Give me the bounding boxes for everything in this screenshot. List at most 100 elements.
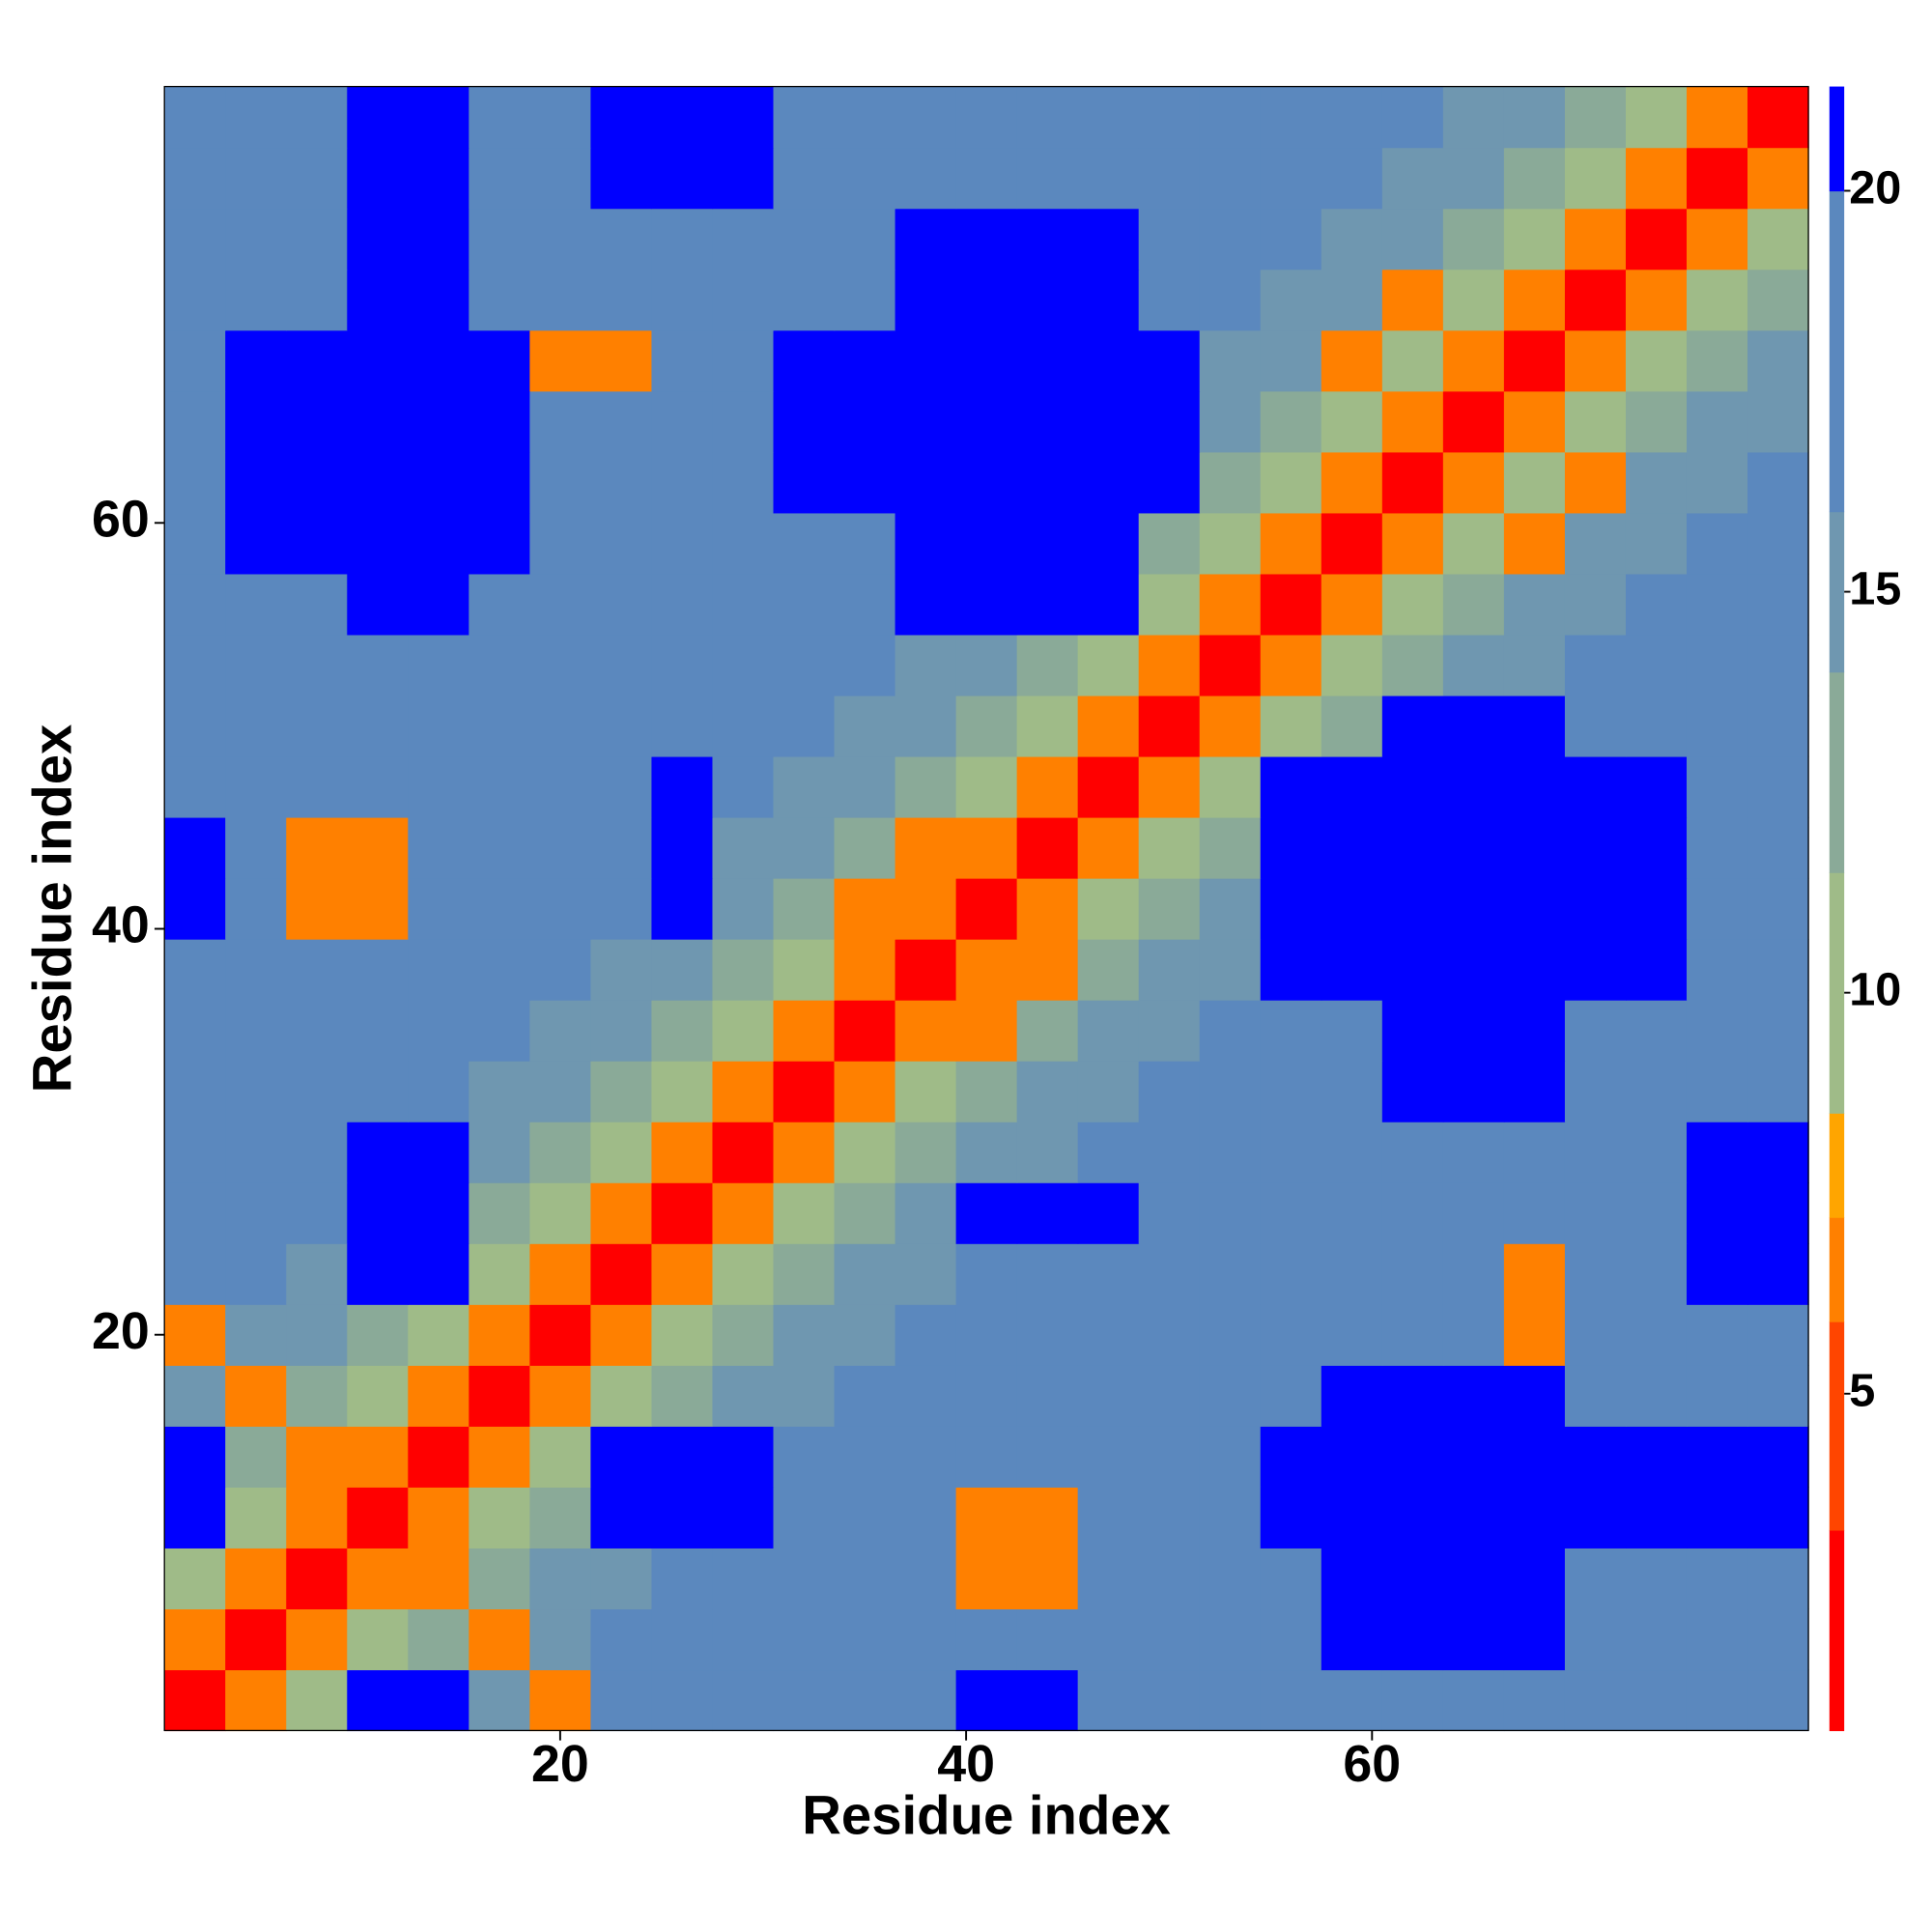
heatmap-cell	[895, 816, 957, 879]
heatmap-cell	[286, 512, 348, 575]
heatmap-cell	[529, 634, 592, 696]
heatmap-cell	[712, 1243, 775, 1305]
heatmap-cell	[773, 390, 836, 453]
heatmap-cell	[1381, 1548, 1444, 1610]
heatmap-cell	[834, 1182, 896, 1244]
heatmap-cell	[1321, 451, 1383, 514]
heatmap-cell	[1625, 877, 1688, 940]
heatmap-cell	[1747, 1548, 1809, 1610]
heatmap-cell	[1321, 1243, 1383, 1305]
heatmap-cell	[286, 695, 348, 757]
heatmap-cell	[1321, 86, 1383, 149]
heatmap-cell	[1625, 695, 1688, 757]
heatmap-cell	[1077, 1669, 1140, 1732]
heatmap-cell	[834, 816, 896, 879]
heatmap-cell	[1381, 451, 1444, 514]
heatmap-cell	[529, 1608, 592, 1671]
heatmap-cell	[1077, 1122, 1140, 1183]
heatmap-cell	[1138, 329, 1201, 392]
heatmap-cell	[225, 1122, 287, 1183]
heatmap-cell	[834, 1122, 896, 1183]
heatmap-cell	[286, 390, 348, 453]
heatmap-cell	[651, 86, 714, 149]
heatmap-cell	[1138, 1608, 1201, 1671]
heatmap-cell	[469, 755, 531, 818]
heatmap-cell	[1138, 86, 1201, 149]
heatmap-cell	[1199, 1000, 1262, 1062]
heatmap-cell	[834, 573, 896, 636]
heatmap-cell	[1077, 1548, 1140, 1610]
heatmap-cell	[347, 1426, 409, 1488]
heatmap-cell	[1199, 1426, 1262, 1488]
heatmap-cell	[1564, 147, 1627, 210]
heatmap-cell	[1564, 634, 1627, 696]
heatmap-cell	[651, 269, 714, 331]
heatmap-cell	[164, 1304, 226, 1366]
heatmap-cell	[834, 1669, 896, 1732]
heatmap-cell	[1625, 147, 1688, 210]
heatmap-cell	[1625, 390, 1688, 453]
heatmap-cell	[955, 1608, 1018, 1671]
heatmap-cell	[1503, 1122, 1566, 1183]
heatmap-cell	[408, 147, 469, 210]
heatmap-cell	[164, 1122, 226, 1183]
heatmap-cell	[164, 512, 226, 575]
heatmap-cell	[1321, 939, 1383, 1001]
heatmap-cell	[712, 816, 775, 879]
heatmap-cell	[1321, 573, 1383, 636]
colorbar-band	[1829, 671, 1845, 873]
heatmap-cell	[1747, 755, 1809, 818]
heatmap-cell	[408, 390, 469, 453]
heatmap-cell	[408, 1000, 469, 1062]
heatmap-cell	[1260, 269, 1322, 331]
heatmap-cell	[895, 1182, 957, 1244]
heatmap-cell	[955, 1061, 1018, 1122]
heatmap-cell	[286, 1061, 348, 1122]
heatmap-cell	[529, 1365, 592, 1427]
heatmap-cell	[529, 329, 592, 392]
heatmap-cell	[1016, 573, 1079, 636]
heatmap-cell	[1199, 1061, 1262, 1122]
heatmap-cell	[590, 147, 653, 210]
heatmap-cell	[955, 1000, 1018, 1062]
heatmap-cell	[834, 269, 896, 331]
heatmap-cell	[1564, 573, 1627, 636]
heatmap-cell	[1564, 1608, 1627, 1671]
heatmap-cell	[590, 1487, 653, 1548]
heatmap-cell	[1077, 86, 1140, 149]
heatmap-cell	[1442, 1122, 1505, 1183]
heatmap-cell	[1077, 1243, 1140, 1305]
heatmap-cell	[1564, 816, 1627, 879]
heatmap-cell	[1077, 816, 1140, 879]
heatmap-cell	[1381, 1122, 1444, 1183]
heatmap-cell	[1442, 1182, 1505, 1244]
heatmap-cell	[895, 634, 957, 696]
heatmap-cell	[1564, 1061, 1627, 1122]
heatmap-cell	[469, 1243, 531, 1305]
heatmap-cell	[164, 269, 226, 331]
x-tick-label: 40	[937, 1735, 995, 1793]
heatmap-cell	[712, 147, 775, 210]
heatmap-cell	[1260, 451, 1322, 514]
heatmap-cell	[1016, 86, 1079, 149]
heatmap-cell	[1564, 1243, 1627, 1305]
heatmap-cell	[1381, 939, 1444, 1001]
heatmap-cell	[1747, 1669, 1809, 1732]
heatmap-cell	[1625, 86, 1688, 149]
heatmap-cell	[712, 1061, 775, 1122]
heatmap-cell	[1016, 451, 1079, 514]
heatmap-cell	[1138, 1548, 1201, 1610]
heatmap-cell	[1381, 1243, 1444, 1305]
heatmap-cell	[1077, 695, 1140, 757]
heatmap-cell	[773, 634, 836, 696]
heatmap-cell	[773, 208, 836, 270]
heatmap-cell	[1625, 1243, 1688, 1305]
heatmap-cell	[1747, 1243, 1809, 1305]
heatmap-cell	[1016, 1487, 1079, 1548]
heatmap-cell	[286, 1608, 348, 1671]
heatmap-cell	[1016, 1182, 1079, 1244]
heatmap-cell	[895, 1061, 957, 1122]
heatmap-cell	[225, 1000, 287, 1062]
heatmap-cell	[1260, 1608, 1322, 1671]
